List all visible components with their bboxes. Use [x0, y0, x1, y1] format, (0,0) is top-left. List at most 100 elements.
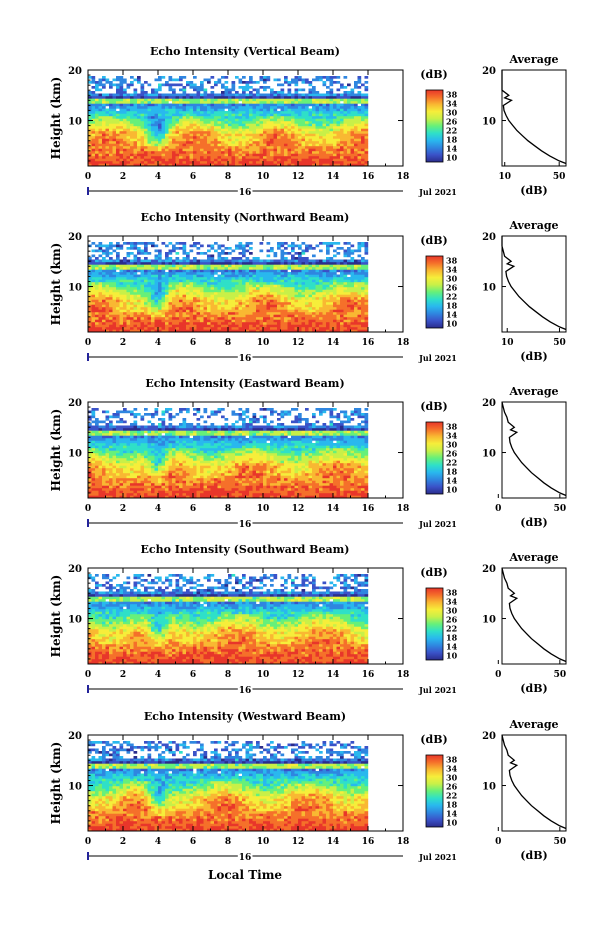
heatmap-cell — [231, 128, 236, 132]
heatmap-cell — [242, 304, 246, 308]
heatmap-cell — [270, 282, 274, 285]
heatmap-cell — [196, 126, 201, 129]
heatmap-cell — [217, 96, 222, 99]
heatmap-cell — [357, 277, 362, 280]
heatmap-cell — [249, 264, 253, 268]
heatmap-cell — [357, 106, 362, 109]
heatmap-cell — [179, 277, 183, 280]
heatmap-cell — [336, 163, 341, 167]
heatmap-cell — [137, 259, 141, 263]
heatmap-cell — [294, 91, 299, 94]
heatmap-cell — [147, 153, 152, 157]
heatmap-cell — [203, 88, 208, 92]
heatmap-cell — [343, 284, 348, 288]
heatmap-cell — [95, 307, 99, 310]
heatmap-cell — [133, 302, 138, 305]
heatmap-cell — [214, 307, 218, 310]
heatmap-cell — [228, 282, 232, 285]
heatmap-cell — [294, 138, 299, 142]
heatmap-cell — [298, 131, 302, 134]
heatmap-cell — [161, 302, 166, 305]
heatmap-cell — [221, 126, 225, 129]
heatmap-cell — [186, 106, 190, 109]
heatmap-cell — [151, 329, 155, 333]
heatmap-cell — [270, 156, 274, 159]
heatmap-cell — [259, 292, 264, 295]
heatmap-cell — [252, 277, 257, 280]
heatmap-cell — [137, 163, 141, 167]
heatmap-cell — [200, 297, 204, 300]
heatmap-cell — [364, 143, 369, 147]
heatmap-cell — [189, 136, 194, 139]
heatmap-cell — [252, 292, 257, 295]
heatmap-cell — [210, 294, 215, 298]
heatmap-cell — [266, 279, 271, 283]
heatmap-cell — [231, 121, 236, 124]
heatmap-cell — [144, 259, 148, 263]
heatmap-cell — [151, 136, 155, 139]
heatmap-cell — [298, 279, 302, 283]
heatmap-cell — [207, 153, 211, 157]
heatmap-cell — [315, 262, 320, 265]
heatmap-cell — [126, 302, 131, 305]
heatmap-cell — [189, 279, 194, 283]
heatmap-cell — [228, 309, 232, 313]
heatmap-cell — [140, 314, 145, 318]
heatmap-cell — [249, 148, 253, 152]
heatmap-cell — [259, 151, 264, 154]
heatmap-cell — [151, 148, 155, 152]
heatmap-cell — [326, 262, 330, 265]
heatmap-cell — [263, 108, 267, 112]
heatmap-cell — [186, 299, 190, 303]
heatmap-cell — [305, 309, 309, 313]
heatmap-cell — [354, 133, 358, 137]
heatmap-cell — [224, 269, 229, 273]
heatmap-cell — [137, 98, 141, 102]
heatmap-cell — [354, 327, 358, 330]
heatmap-cell — [319, 272, 323, 275]
heatmap-cell — [284, 277, 288, 280]
heatmap-cell — [95, 83, 99, 87]
heatmap-cell — [217, 302, 222, 305]
heatmap-cell — [165, 103, 169, 107]
heatmap-cell — [102, 76, 106, 79]
heatmap-cell — [347, 282, 351, 285]
heatmap-cell — [224, 113, 229, 117]
heatmap-cell — [326, 106, 330, 109]
heatmap-cell — [144, 287, 148, 290]
heatmap-cell — [137, 126, 141, 129]
heatmap-cell — [322, 289, 327, 293]
heatmap-cell — [98, 264, 103, 268]
heatmap-cell — [238, 287, 243, 290]
heatmap-cell — [312, 161, 316, 164]
heatmap-cell — [116, 277, 120, 280]
heatmap-cell — [112, 93, 117, 97]
heatmap-cell — [105, 287, 110, 290]
heatmap-cell — [312, 106, 316, 109]
heatmap-cell — [116, 284, 120, 288]
heatmap-cell — [301, 272, 306, 275]
heatmap-cell — [210, 274, 215, 278]
heatmap-cell — [200, 143, 204, 147]
heatmap-cell — [102, 93, 106, 97]
heatmap-cell — [354, 93, 358, 97]
heatmap-cell — [123, 156, 127, 159]
heatmap-cell — [224, 126, 229, 129]
heatmap-cell — [326, 151, 330, 154]
heatmap-cell — [217, 289, 222, 293]
heatmap-cell — [350, 146, 355, 149]
heatmap-cell — [158, 262, 162, 265]
heatmap-cell — [343, 307, 348, 310]
heatmap-cell — [235, 292, 239, 295]
heatmap-cell — [182, 297, 187, 300]
heatmap-cell — [287, 116, 292, 119]
heatmap-cell — [91, 126, 96, 129]
heatmap-cell — [245, 282, 250, 285]
heatmap-cell — [179, 259, 183, 263]
heatmap-cell — [221, 277, 225, 280]
heatmap-cell — [98, 78, 103, 82]
heatmap-cell — [200, 101, 204, 104]
heatmap-cell — [315, 113, 320, 117]
heatmap-cell — [151, 143, 155, 147]
heatmap-cell — [305, 143, 309, 147]
